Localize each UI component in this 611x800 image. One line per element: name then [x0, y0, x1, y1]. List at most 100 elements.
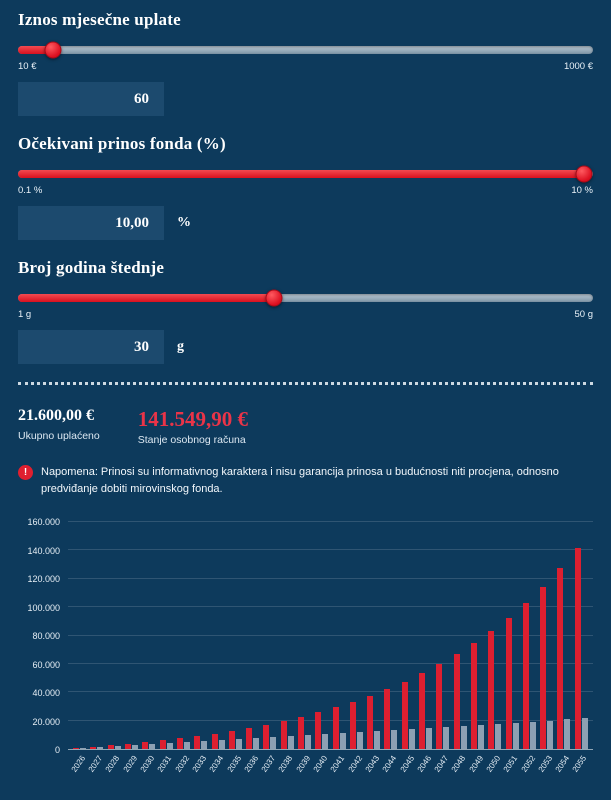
- x-axis-cell: 2036: [242, 750, 261, 784]
- paid-bar[interactable]: [512, 722, 519, 750]
- gridline: [68, 691, 593, 693]
- bar-group: [365, 522, 382, 750]
- slider-handle[interactable]: [575, 165, 593, 182]
- x-axis-cell: 2045: [398, 750, 417, 784]
- saving-years-value[interactable]: 30: [18, 330, 164, 364]
- paid-bar[interactable]: [529, 721, 536, 750]
- bar-group: [452, 522, 469, 750]
- paid-bar[interactable]: [477, 724, 484, 750]
- balance-bar[interactable]: [505, 617, 512, 750]
- balance-bar[interactable]: [436, 664, 443, 750]
- paid-bar[interactable]: [339, 732, 346, 750]
- slider-handle[interactable]: [44, 41, 61, 58]
- slider-track[interactable]: [18, 165, 593, 182]
- balance-bar[interactable]: [349, 701, 356, 750]
- paid-bar[interactable]: [547, 720, 554, 750]
- paid-bar[interactable]: [114, 746, 121, 750]
- paid-bar[interactable]: [305, 734, 311, 750]
- balance-bar[interactable]: [557, 568, 564, 750]
- paid-bar[interactable]: [322, 733, 329, 750]
- monthly-payment-value[interactable]: 60: [18, 82, 164, 116]
- gridline: [68, 521, 593, 523]
- balance-bar[interactable]: [470, 643, 477, 750]
- paid-bar[interactable]: [80, 748, 87, 750]
- account-balance-label: Stanje osobnog računa: [137, 434, 246, 446]
- x-axis-tick-label: 2043: [363, 754, 382, 774]
- y-axis-tick-label: 40.000: [32, 688, 60, 699]
- paid-bar[interactable]: [495, 723, 502, 750]
- paid-bar[interactable]: [443, 726, 450, 750]
- gridline: [68, 549, 593, 551]
- paid-bar[interactable]: [564, 719, 571, 750]
- paid-bar[interactable]: [581, 718, 588, 750]
- paid-bar[interactable]: [391, 729, 398, 750]
- balance-bar[interactable]: [228, 730, 235, 750]
- x-axis-tick-label: 2042: [346, 754, 364, 774]
- balance-bar[interactable]: [522, 602, 529, 750]
- balance-bar[interactable]: [488, 631, 495, 750]
- paid-bar[interactable]: [253, 737, 260, 750]
- section-monthly-payment: Iznos mjesečne uplate 10 € 1000 € 60: [18, 10, 593, 116]
- balance-bar[interactable]: [367, 695, 374, 750]
- balance-bar[interactable]: [159, 740, 166, 750]
- balance-bar[interactable]: [315, 712, 322, 750]
- paid-bar[interactable]: [166, 742, 173, 750]
- paid-bar[interactable]: [235, 738, 242, 750]
- balance-bar[interactable]: [384, 689, 391, 750]
- balance-bar[interactable]: [125, 743, 132, 750]
- paid-bar[interactable]: [287, 735, 294, 750]
- balance-bar[interactable]: [176, 738, 183, 750]
- bar-group: [279, 522, 296, 750]
- paid-bar[interactable]: [183, 741, 190, 750]
- balance-bar[interactable]: [142, 742, 149, 750]
- y-axis-tick-label: 60.000: [32, 659, 60, 670]
- y-axis-tick-label: 100.000: [27, 602, 60, 613]
- bar-group: [573, 522, 590, 750]
- paid-bar[interactable]: [97, 747, 104, 750]
- slider-fill: [18, 293, 274, 302]
- x-axis-cell: 2035: [225, 750, 244, 784]
- bar-group: [71, 522, 88, 750]
- slider-min-label: 10 €: [18, 61, 37, 72]
- balance-bar[interactable]: [246, 727, 253, 750]
- slider-track[interactable]: [18, 41, 593, 58]
- x-axis-cell: 2047: [433, 750, 451, 784]
- x-axis-cell: 2029: [121, 750, 140, 784]
- balance-bar[interactable]: [194, 736, 201, 750]
- balance-bar[interactable]: [107, 745, 114, 750]
- paid-bar[interactable]: [270, 736, 277, 750]
- paid-bar[interactable]: [356, 731, 363, 750]
- dotted-divider: [18, 382, 593, 385]
- balance-bar[interactable]: [401, 681, 408, 750]
- x-axis-cell: 2030: [139, 750, 157, 784]
- expected-return-slider[interactable]: [18, 165, 593, 182]
- balance-bar[interactable]: [90, 746, 97, 750]
- bar-group: [261, 522, 278, 750]
- saving-years-slider[interactable]: [18, 289, 593, 306]
- bar-group: [313, 522, 330, 750]
- monthly-payment-slider[interactable]: [18, 41, 593, 58]
- balance-bar[interactable]: [298, 716, 304, 750]
- paid-bar[interactable]: [460, 725, 467, 750]
- value-text: 30: [134, 338, 149, 355]
- balance-bar[interactable]: [332, 707, 339, 750]
- balance-bar[interactable]: [211, 733, 218, 750]
- paid-bar[interactable]: [132, 745, 139, 750]
- slider-track[interactable]: [18, 289, 593, 306]
- expected-return-value[interactable]: 10,00: [18, 206, 164, 240]
- bar-group: [227, 522, 244, 750]
- balance-bar[interactable]: [419, 673, 426, 750]
- paid-bar[interactable]: [201, 740, 208, 750]
- paid-bar[interactable]: [374, 730, 381, 750]
- balance-bar[interactable]: [574, 548, 581, 750]
- paid-bar[interactable]: [218, 739, 225, 750]
- balance-bar[interactable]: [280, 720, 287, 750]
- balance-bar[interactable]: [540, 586, 547, 750]
- balance-bar[interactable]: [453, 654, 460, 750]
- paid-bar[interactable]: [149, 744, 156, 750]
- slider-handle[interactable]: [265, 289, 283, 306]
- balance-bar[interactable]: [263, 724, 270, 750]
- paid-bar[interactable]: [408, 728, 415, 750]
- balance-bar[interactable]: [73, 747, 80, 750]
- paid-bar[interactable]: [426, 727, 433, 750]
